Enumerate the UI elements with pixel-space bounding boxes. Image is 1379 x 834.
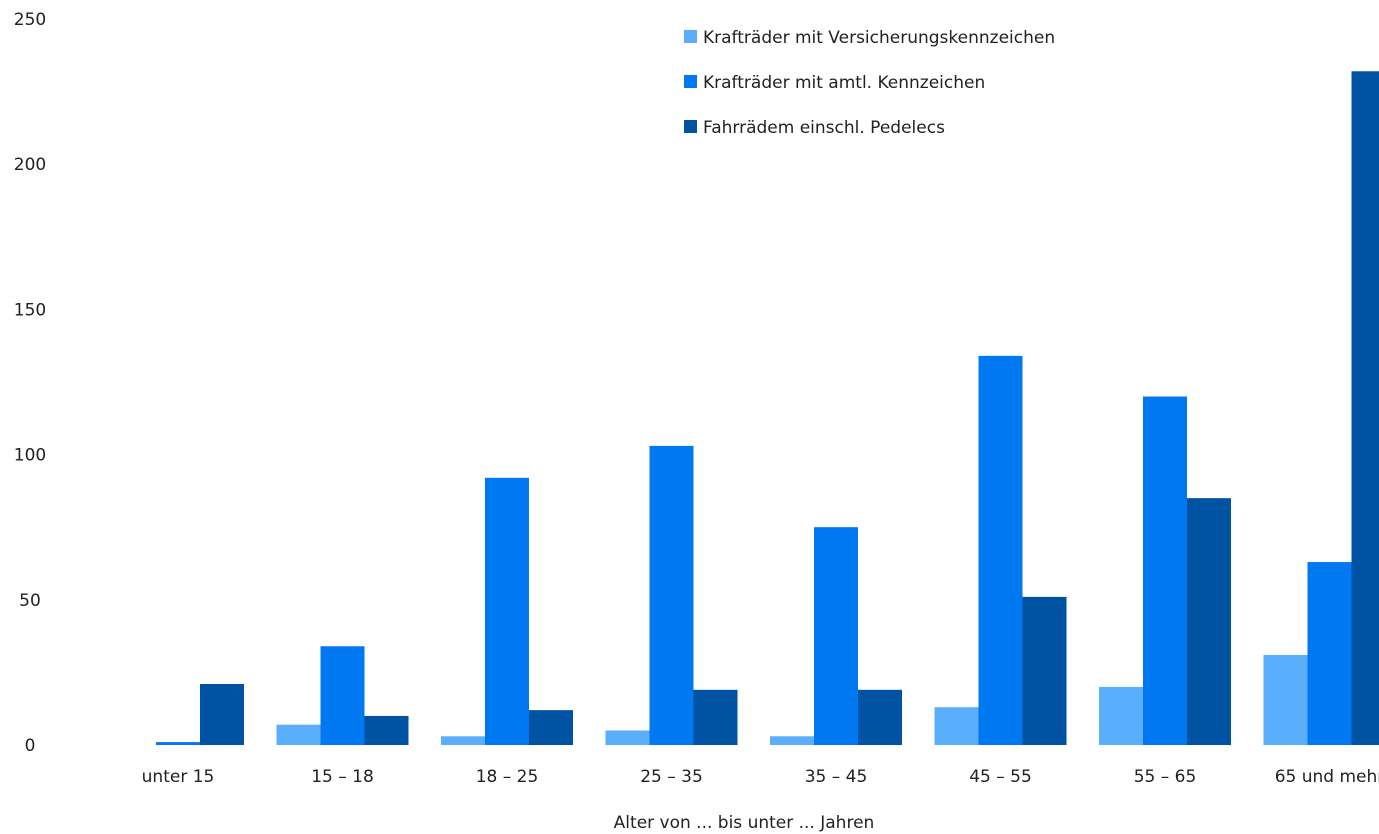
bar	[693, 689, 738, 745]
bar	[649, 445, 694, 745]
x-axis-ticks: unter 15 15 – 18 18 – 25 25 – 35 35 – 45 45 –…	[142, 767, 1379, 787]
bar	[1022, 596, 1067, 745]
bar	[200, 684, 244, 745]
x-tick-label: 35 – 45	[805, 767, 868, 787]
bar	[156, 742, 200, 745]
bar	[770, 736, 814, 745]
x-tick-label: 25 – 35	[640, 767, 703, 787]
bar	[605, 730, 650, 745]
bar	[814, 527, 858, 745]
bar	[320, 646, 365, 745]
y-tick-label: 150	[14, 300, 46, 320]
x-tick-label: 15 – 18	[311, 767, 374, 787]
y-tick-label: 250	[14, 10, 46, 30]
bar-series-group	[156, 71, 1379, 746]
bar	[934, 707, 979, 745]
x-tick-label: 65 und mehr	[1275, 767, 1379, 787]
bar	[1307, 562, 1352, 745]
bar	[1187, 498, 1231, 745]
y-axis-ticks: 0 50 100 150 200 250	[14, 10, 46, 756]
bar	[1143, 396, 1187, 745]
bar	[978, 355, 1023, 745]
bar	[858, 689, 902, 745]
legend-label: Krafträder mit Versicherungskennzeichen	[703, 28, 1055, 48]
legend: Krafträder mit Versicherungskennzeichen K…	[684, 28, 1055, 138]
legend-swatch	[684, 75, 697, 88]
bar	[276, 724, 321, 745]
legend-swatch	[684, 120, 697, 133]
bar	[1351, 71, 1379, 746]
bar	[1263, 654, 1308, 745]
bar	[1099, 686, 1143, 745]
x-tick-label: 55 – 65	[1134, 767, 1197, 787]
bar	[441, 736, 485, 745]
x-axis-title: Alter von ... bis unter ... Jahren	[614, 813, 875, 833]
bar	[529, 710, 573, 745]
y-tick-label: 100	[14, 446, 46, 466]
legend-swatch	[684, 30, 697, 43]
x-tick-label: unter 15	[142, 767, 215, 787]
x-tick-label: 18 – 25	[476, 767, 539, 787]
y-tick-label: 50	[19, 591, 41, 611]
y-tick-label: 200	[14, 155, 46, 175]
y-tick-label: 0	[25, 736, 36, 756]
legend-label: Krafträder mit amtl. Kennzeichen	[703, 73, 985, 93]
bar	[485, 477, 529, 745]
x-tick-label: 45 – 55	[969, 767, 1032, 787]
bar	[364, 715, 409, 745]
legend-label: Fahrrädem einschl. Pedelecs	[703, 118, 945, 138]
